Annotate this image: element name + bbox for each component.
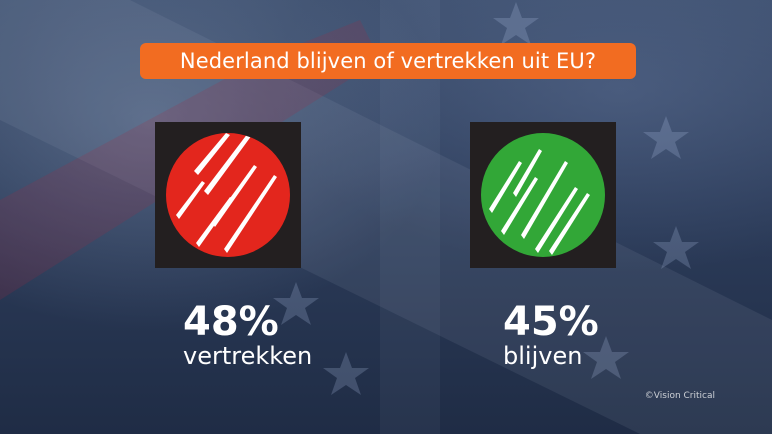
green-circle-icon bbox=[481, 133, 605, 257]
remain-label: blijven bbox=[503, 342, 583, 370]
remain-percentage: 45% bbox=[503, 299, 599, 345]
page-title: Nederland blijven of vertrekken uit EU? bbox=[140, 43, 636, 79]
green-light-tile bbox=[470, 122, 616, 268]
remain-stat: 45% blijven bbox=[503, 302, 599, 370]
copyright-credit: ©Vision Critical bbox=[644, 391, 715, 401]
leave-stat: 48% vertrekken bbox=[183, 302, 312, 370]
red-light-tile bbox=[155, 122, 301, 268]
leave-percentage: 48% bbox=[183, 299, 279, 345]
red-circle-icon bbox=[166, 133, 290, 257]
leave-label: vertrekken bbox=[183, 342, 313, 370]
